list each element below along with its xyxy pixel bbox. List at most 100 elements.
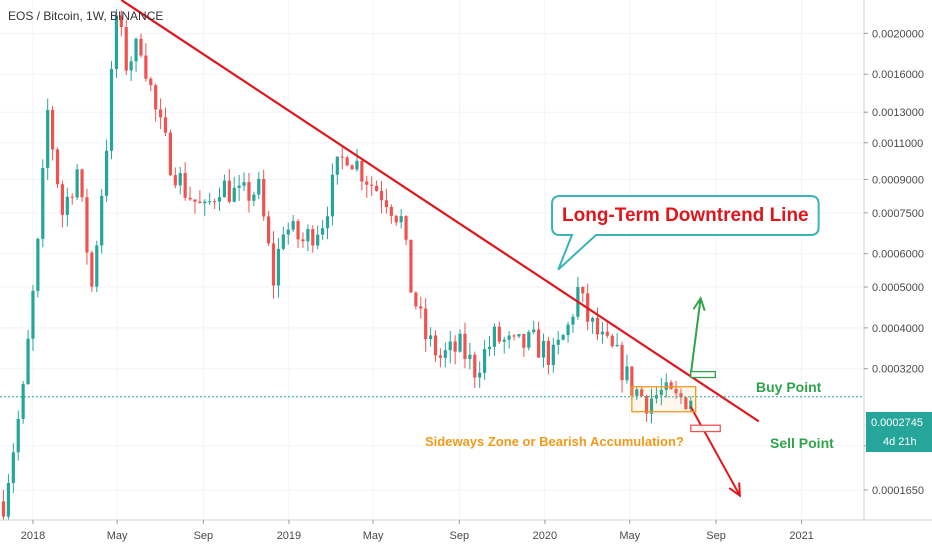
buy-point-marker	[690, 370, 716, 379]
candle	[124, 19, 128, 76]
candle	[217, 187, 222, 211]
candle	[644, 394, 649, 422]
candle	[571, 313, 575, 333]
candle	[640, 386, 644, 397]
plot-area	[0, 0, 864, 520]
candle	[433, 330, 438, 362]
candle	[1, 489, 6, 520]
candle	[114, 9, 119, 79]
candle	[581, 286, 585, 303]
candle	[443, 342, 447, 368]
candle	[370, 176, 374, 197]
candle	[212, 198, 217, 210]
candle	[60, 180, 65, 228]
candle	[276, 237, 281, 298]
candle	[158, 98, 163, 129]
candle	[281, 226, 285, 251]
candle	[345, 155, 349, 167]
candles	[1, 9, 693, 520]
candle	[252, 191, 256, 207]
candle	[193, 199, 197, 214]
x-tick-label: 2020	[533, 530, 557, 542]
candle	[203, 199, 207, 217]
candle	[163, 107, 168, 137]
symbol-title: EOS / Bitcoin, 1W, BINANCE	[8, 9, 163, 23]
candle	[95, 240, 99, 293]
candle	[512, 334, 516, 341]
candle	[188, 186, 192, 201]
candle	[414, 291, 418, 310]
candle	[21, 381, 25, 424]
candle	[502, 336, 506, 354]
y-tick-label: 0.0006000	[872, 249, 924, 261]
candle	[134, 37, 138, 73]
candle	[85, 188, 89, 265]
candle	[50, 105, 55, 161]
candle	[198, 190, 202, 204]
candle	[46, 98, 50, 180]
candle	[600, 321, 605, 344]
candle	[546, 336, 551, 375]
candle	[610, 333, 614, 348]
y-tick-label: 0.0009000	[872, 174, 924, 186]
candle	[620, 341, 624, 393]
x-tick-label: 2019	[277, 530, 301, 542]
candle	[291, 214, 295, 233]
candle	[286, 222, 290, 245]
annotation-layer	[120, 0, 820, 498]
x-tick-label: Sep	[450, 530, 470, 542]
candle	[80, 168, 84, 202]
candle	[365, 175, 369, 198]
y-tick-label: 0.0011000	[872, 138, 923, 150]
candle	[448, 330, 452, 364]
candle	[257, 171, 261, 200]
price-badge-countdown: 4d 21h	[883, 436, 917, 448]
candle	[674, 380, 678, 399]
candle	[173, 167, 177, 189]
candle	[649, 388, 654, 424]
buy-arrow	[689, 296, 706, 375]
candle	[615, 333, 619, 347]
candle	[301, 232, 305, 248]
candle	[320, 219, 325, 241]
candle	[463, 322, 467, 369]
price-badge-value: 0.0002745	[871, 417, 923, 429]
y-tick-label: 0.0001650	[872, 485, 924, 497]
y-tick-label: 0.0007500	[872, 208, 924, 220]
candle	[566, 321, 570, 343]
candle	[316, 225, 320, 250]
candle	[6, 473, 11, 520]
candle	[31, 284, 35, 351]
candle	[340, 147, 344, 170]
candle	[527, 329, 531, 351]
candle	[119, 10, 123, 37]
candle	[325, 206, 330, 240]
candle	[70, 193, 74, 205]
candle	[561, 333, 565, 341]
candle	[507, 331, 511, 349]
candle	[149, 76, 153, 92]
x-axis: 2018 May Sep 2019 May Sep 2020 May Sep 2021	[21, 520, 814, 542]
candle	[536, 321, 541, 358]
candle	[458, 329, 462, 353]
sideways-zone-box	[631, 386, 697, 413]
candle	[355, 149, 359, 172]
x-tick-label: May	[363, 530, 384, 542]
candle	[453, 335, 457, 365]
candle	[379, 180, 384, 214]
candle	[208, 192, 212, 205]
sell-arrow	[689, 406, 741, 498]
y-tick-label: 0.0004000	[872, 323, 924, 335]
candle	[237, 174, 241, 202]
candle	[144, 43, 148, 82]
x-tick-label: Sep	[706, 530, 726, 542]
sell-point-marker	[690, 424, 721, 433]
candle	[541, 333, 546, 368]
candle	[517, 333, 521, 339]
candle	[679, 388, 683, 404]
candle	[247, 172, 251, 213]
candle	[109, 61, 114, 160]
candle	[482, 340, 487, 380]
x-tick-label: Sep	[194, 530, 214, 542]
